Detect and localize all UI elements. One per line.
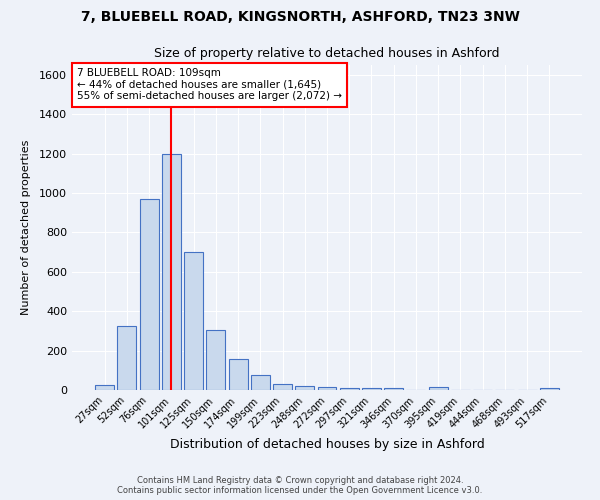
Bar bbox=[384, 388, 403, 390]
Bar bbox=[362, 388, 381, 390]
Bar bbox=[540, 388, 559, 390]
Bar bbox=[429, 387, 448, 390]
Bar bbox=[206, 330, 225, 390]
Text: 7, BLUEBELL ROAD, KINGSNORTH, ASHFORD, TN23 3NW: 7, BLUEBELL ROAD, KINGSNORTH, ASHFORD, T… bbox=[80, 10, 520, 24]
X-axis label: Distribution of detached houses by size in Ashford: Distribution of detached houses by size … bbox=[170, 438, 484, 451]
Bar bbox=[184, 252, 203, 390]
Bar bbox=[340, 388, 359, 390]
Title: Size of property relative to detached houses in Ashford: Size of property relative to detached ho… bbox=[154, 46, 500, 60]
Text: 7 BLUEBELL ROAD: 109sqm
← 44% of detached houses are smaller (1,645)
55% of semi: 7 BLUEBELL ROAD: 109sqm ← 44% of detache… bbox=[77, 68, 342, 102]
Bar bbox=[229, 360, 248, 390]
Bar bbox=[317, 387, 337, 390]
Bar bbox=[273, 384, 292, 390]
Bar bbox=[95, 385, 114, 390]
Bar bbox=[162, 154, 181, 390]
Bar bbox=[295, 386, 314, 390]
Bar bbox=[251, 375, 270, 390]
Bar bbox=[140, 199, 158, 390]
Bar bbox=[118, 326, 136, 390]
Text: Contains HM Land Registry data © Crown copyright and database right 2024.
Contai: Contains HM Land Registry data © Crown c… bbox=[118, 476, 482, 495]
Y-axis label: Number of detached properties: Number of detached properties bbox=[20, 140, 31, 315]
